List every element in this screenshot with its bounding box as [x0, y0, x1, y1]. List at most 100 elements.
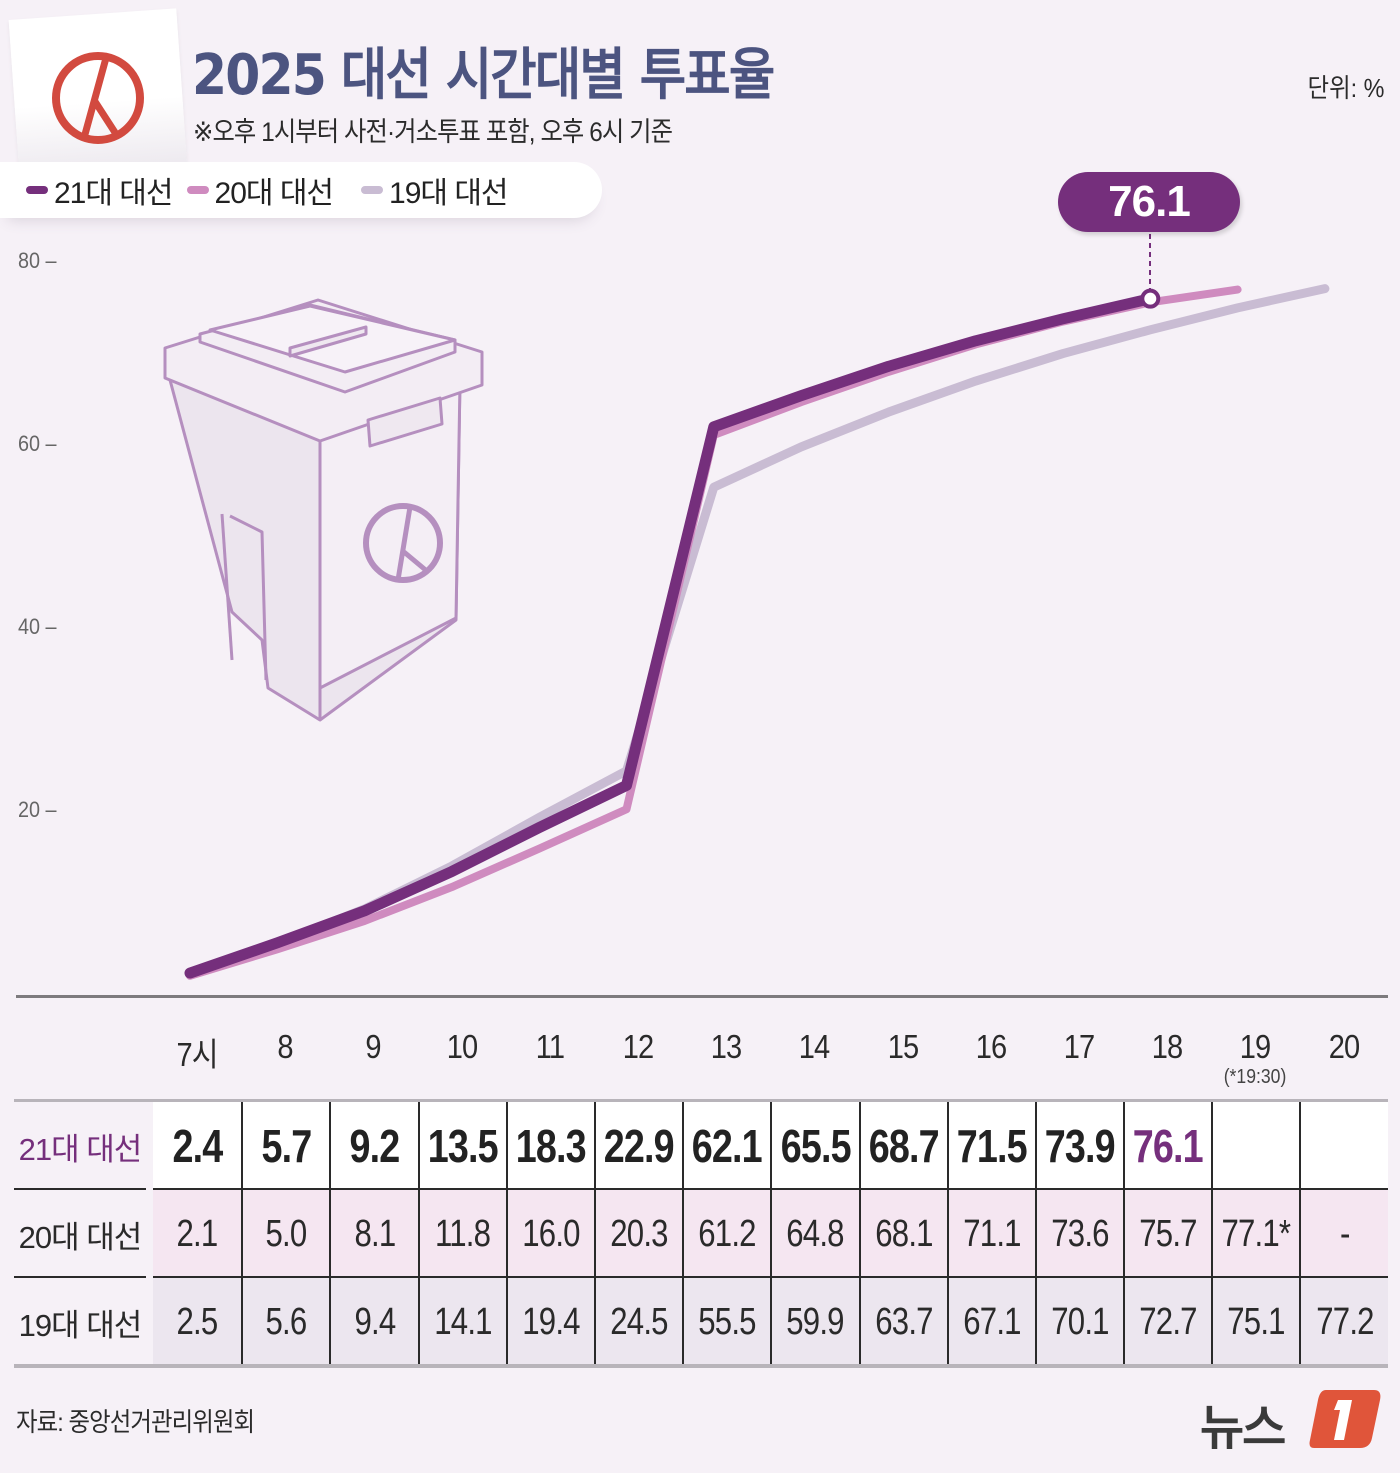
x-tick-label: 14: [799, 1028, 830, 1065]
table-cell: 11.8: [417, 1190, 506, 1278]
x-tick-label: 17: [1063, 1028, 1095, 1065]
y-tick-40: 40 –: [18, 614, 57, 639]
table-cell: [1211, 1102, 1300, 1190]
table-cell: 75.1: [1211, 1278, 1300, 1366]
news1-logo: 뉴스: [1196, 1382, 1388, 1456]
table-cell: 75.7: [1123, 1190, 1212, 1278]
table-cell: 9.4: [329, 1278, 418, 1366]
row-label-21: 21대 대선: [18, 1131, 143, 1167]
line-chart: [163, 234, 1330, 980]
x-tick-note: (*19:30): [1224, 1066, 1287, 1088]
x-tick-label: 11: [535, 1028, 565, 1065]
callout-point-marker: [1140, 288, 1161, 309]
table-cell: 18.3: [505, 1102, 594, 1190]
legend-label-20: 20대 대선: [214, 177, 335, 210]
y-tick-20: 20 –: [18, 797, 57, 822]
table-cell: -: [1299, 1190, 1388, 1278]
x-tick-label: 16: [975, 1028, 1007, 1065]
table-cell: 61.2: [682, 1190, 771, 1278]
table-row-19: 19대 대선 2.5 5.6 9.4 14.1 19.4 24.5 55.5 59.9 63.7…: [14, 1278, 1388, 1366]
table-cell: 2.1: [153, 1190, 242, 1278]
x-tick-label: 20: [1328, 1028, 1359, 1065]
table-top-rule: [14, 1099, 1388, 1102]
table-cell: 9.2: [329, 1102, 418, 1190]
table-cell: 68.7: [858, 1102, 947, 1190]
legend-item-19: 19대 대선: [361, 168, 509, 212]
page-title: 2025 대선 시간대별 투표율: [192, 43, 775, 108]
table-cell: 76.1: [1123, 1102, 1212, 1190]
row-cells-20: 2.1 5.0 8.1 11.8 16.0 20.3 61.2 64.8 68.1 71.1 73.…: [153, 1190, 1388, 1278]
table-cell: 70.1: [1034, 1278, 1124, 1366]
y-tick-60: 60 –: [18, 431, 57, 456]
source-credit: 자료: 중앙선거관리위원회: [16, 1407, 255, 1437]
row-label-19: 19대 대선: [18, 1307, 143, 1343]
table-cell: [1299, 1102, 1388, 1190]
row-label-rule: [14, 1276, 146, 1278]
x-tick-label: 19: [1240, 1028, 1271, 1065]
table-cell: 73.9: [1034, 1102, 1124, 1190]
table-cell: 62.1: [682, 1102, 771, 1190]
table-cell: 5.6: [241, 1278, 330, 1366]
x-tick-label: 12: [622, 1028, 654, 1065]
legend-item-20: 20대 대선: [186, 168, 335, 212]
logo-badge-icon: [1309, 1390, 1381, 1448]
x-tick-label: 15: [887, 1028, 918, 1065]
series-line-21: [184, 293, 1156, 979]
ballot-box-illustration: [163, 298, 484, 722]
legend-swatch-19: [361, 186, 384, 194]
table-cell: 65.5: [770, 1102, 859, 1190]
x-tick-label: 10: [446, 1028, 477, 1065]
row-label-rule: [14, 1188, 146, 1190]
vote-stamp-icon: [52, 52, 144, 144]
legend-item-21: 21대 대선: [26, 168, 174, 212]
table-cell: 14.1: [417, 1278, 506, 1366]
table-cell: 55.5: [682, 1278, 771, 1366]
table-cell: 64.8: [770, 1190, 859, 1278]
row-label-20: 20대 대선: [18, 1219, 143, 1255]
table-row-20: 20대 대선 2.1 5.0 8.1 11.8 16.0 20.3 61.2 64.8 68.1…: [14, 1190, 1388, 1278]
x-axis-labels: 7시 8 9 10 11 12 13 14 15 16 17 18 19 (*19:30) 20: [0, 1028, 1400, 1088]
table-cell: 19.4: [505, 1278, 594, 1366]
table-cell: 77.2: [1299, 1278, 1388, 1366]
x-tick-label: 13: [710, 1028, 742, 1065]
table-bottom-rule: [14, 1364, 1388, 1368]
table-cell: 8.1: [329, 1190, 418, 1278]
legend-swatch-20: [186, 186, 209, 194]
table-cell: 2.4: [153, 1102, 242, 1190]
table-cell: 63.7: [858, 1278, 947, 1366]
table-row-21: 21대 대선 2.4 5.7 9.2 13.5 18.3 22.9 62.1 65.5 68.7…: [14, 1102, 1388, 1190]
table-cell: 16.0: [505, 1190, 594, 1278]
table-cell: 2.5: [153, 1278, 242, 1366]
x-tick-label: 18: [1151, 1028, 1183, 1065]
table-cell: 68.1: [858, 1190, 947, 1278]
table-cell: 24.5: [593, 1278, 683, 1366]
row-cells-19: 2.5 5.6 9.4 14.1 19.4 24.5 55.5 59.9 63.7 67.1 70.…: [153, 1278, 1388, 1366]
table-cell: 5.7: [241, 1102, 330, 1190]
legend-swatch-21: [26, 186, 48, 194]
legend-label-19: 19대 대선: [389, 177, 509, 210]
x-tick-label: 7시: [176, 1036, 218, 1073]
unit-label: 단위: %: [1307, 73, 1384, 103]
chart-legend: 21대 대선 20대 대선 19대 대선: [0, 162, 602, 218]
series-lines: [184, 284, 1330, 980]
row-rule: [153, 1188, 1388, 1190]
x-tick-label: 9: [365, 1028, 382, 1065]
table-cell: 71.1: [946, 1190, 1035, 1278]
logo-text: 뉴스: [1200, 1400, 1286, 1456]
table-cell: 71.5: [946, 1102, 1035, 1190]
table-cell: 20.3: [593, 1190, 683, 1278]
x-axis-line: [16, 995, 1388, 998]
x-tick-label: 8: [277, 1028, 294, 1065]
table-cell: 77.1*: [1211, 1190, 1300, 1278]
table-cell: 22.9: [593, 1102, 683, 1190]
table-cell: 73.6: [1034, 1190, 1124, 1278]
row-rule: [153, 1276, 1388, 1278]
row-cells-21: 2.4 5.7 9.2 13.5 18.3 22.9 62.1 65.5 68.7 71.5 73.…: [153, 1102, 1388, 1190]
y-tick-80: 80 –: [18, 248, 57, 273]
page-subtitle: ※오후 1시부터 사전·거소투표 포함, 오후 6시 기준: [193, 117, 673, 147]
table-cell: 13.5: [417, 1102, 506, 1190]
table-cell: 72.7: [1123, 1278, 1212, 1366]
latest-value-callout: 76.1: [1058, 172, 1240, 232]
table-cell: 67.1: [946, 1278, 1035, 1366]
table-cell: 59.9: [770, 1278, 859, 1366]
